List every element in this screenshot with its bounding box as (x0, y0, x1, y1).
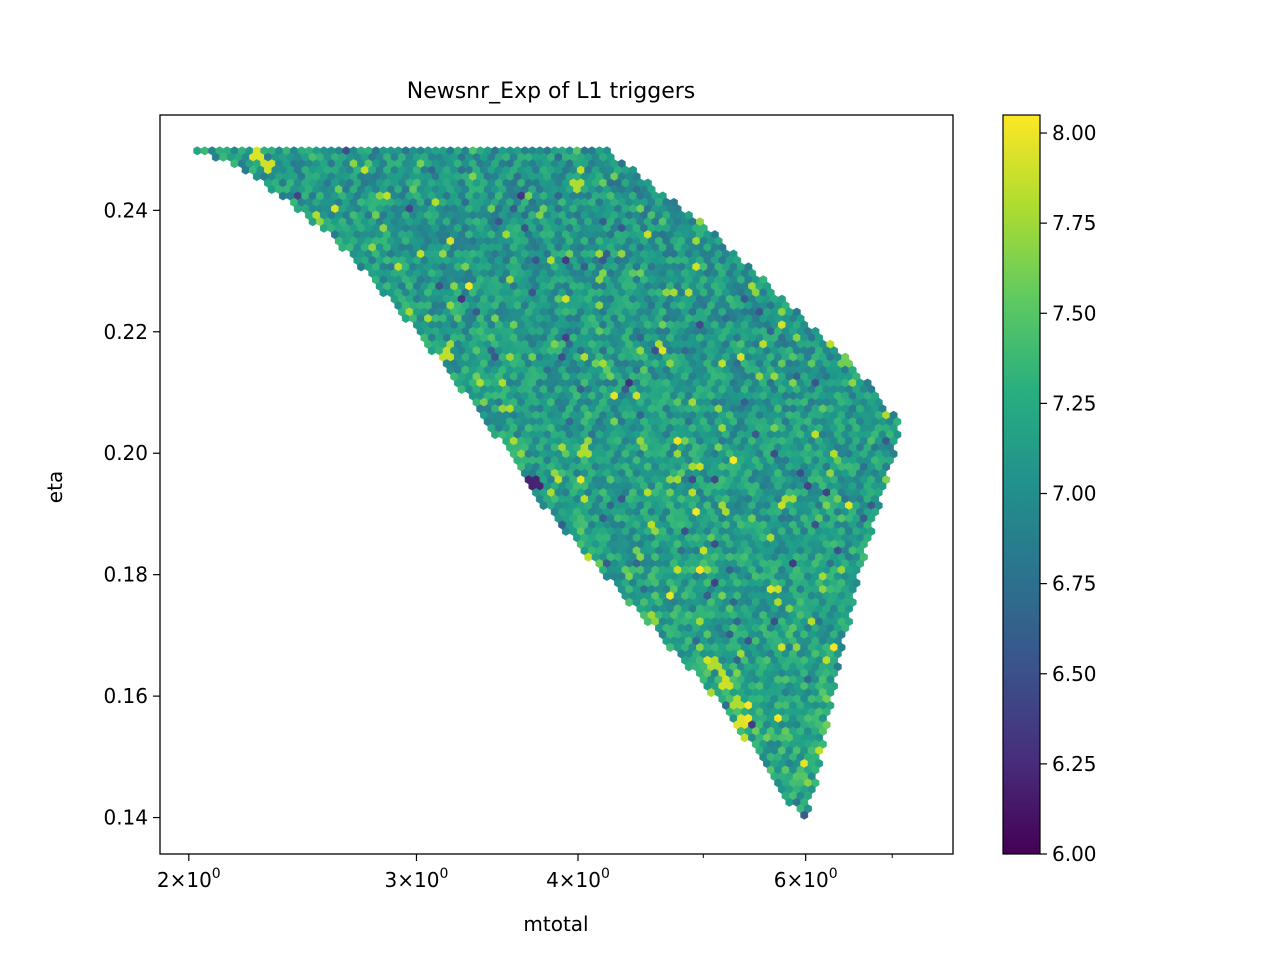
hex-cell (308, 217, 317, 227)
x-axis-label: mtotal (523, 912, 588, 936)
x-tick-label: 2×100 (157, 866, 221, 892)
y-tick-label: 0.22 (103, 320, 148, 344)
hex-cell (602, 571, 611, 582)
y-tick-label: 0.14 (103, 806, 148, 830)
x-axis: 2×100 3×100 4×100 6×100 (157, 854, 893, 892)
hex-cell (561, 526, 570, 536)
colorbar (1002, 114, 1041, 855)
chart-title: Newsnr_Exp of L1 triggers (407, 79, 696, 104)
hex-cell (401, 313, 410, 324)
hex-cell (707, 688, 716, 698)
x-tick-label: 3×100 (385, 866, 449, 892)
colorbar-tick-label: 6.75 (1052, 572, 1097, 596)
hex-cell (491, 430, 500, 440)
colorbar-tick-label: 6.25 (1052, 752, 1097, 776)
colorbar-tick-label: 8.00 (1052, 121, 1097, 145)
colorbar-ticks: 6.00 6.25 6.50 6.75 7.00 7.25 7.50 7.75 8.00 (1040, 121, 1097, 866)
hex-cell (193, 146, 202, 156)
hex-cell (230, 159, 239, 169)
hex-cell (625, 597, 634, 607)
hex-cell (252, 172, 261, 182)
hex-cell (666, 642, 675, 652)
hex-cell (379, 288, 388, 298)
hex-cell (241, 165, 250, 175)
y-tick-label: 0.20 (103, 441, 148, 465)
colorbar-tick-label: 6.50 (1052, 662, 1097, 686)
hex-cell (740, 733, 749, 743)
hex-cell (219, 152, 228, 162)
colorbar-tick-label: 7.75 (1052, 211, 1097, 235)
x-tick-label: 6×100 (774, 866, 838, 892)
y-axis: 0.14 0.16 0.18 0.20 0.22 0.24 (103, 198, 160, 830)
hex-cell (293, 204, 302, 214)
y-axis-label: eta (43, 471, 67, 503)
hex-cell (211, 152, 220, 162)
colorbar-tick-label: 7.25 (1052, 391, 1097, 415)
hex-cell (643, 617, 652, 627)
hex-cells (193, 146, 902, 820)
hex-cell (338, 243, 347, 253)
y-tick-label: 0.18 (103, 563, 148, 587)
hex-cell (539, 501, 548, 511)
colorbar-tick-label: 6.00 (1052, 842, 1097, 866)
hex-cell (584, 552, 593, 562)
y-tick-label: 0.16 (103, 684, 148, 708)
hex-cell (800, 810, 809, 820)
colorbar-tick-label: 7.50 (1052, 301, 1097, 325)
hex-cell (457, 384, 466, 394)
hex-cell (427, 346, 436, 356)
hex-cell (357, 262, 366, 272)
hex-cell (200, 146, 209, 156)
y-tick-label: 0.24 (103, 198, 148, 222)
colorbar-tick-label: 7.00 (1052, 482, 1097, 506)
hex-cell (267, 184, 276, 195)
hex-cell (278, 191, 287, 201)
hex-cell (319, 223, 328, 233)
hex-cell (684, 662, 693, 672)
hex-cell (785, 797, 794, 807)
x-tick-label: 4×100 (546, 866, 610, 892)
